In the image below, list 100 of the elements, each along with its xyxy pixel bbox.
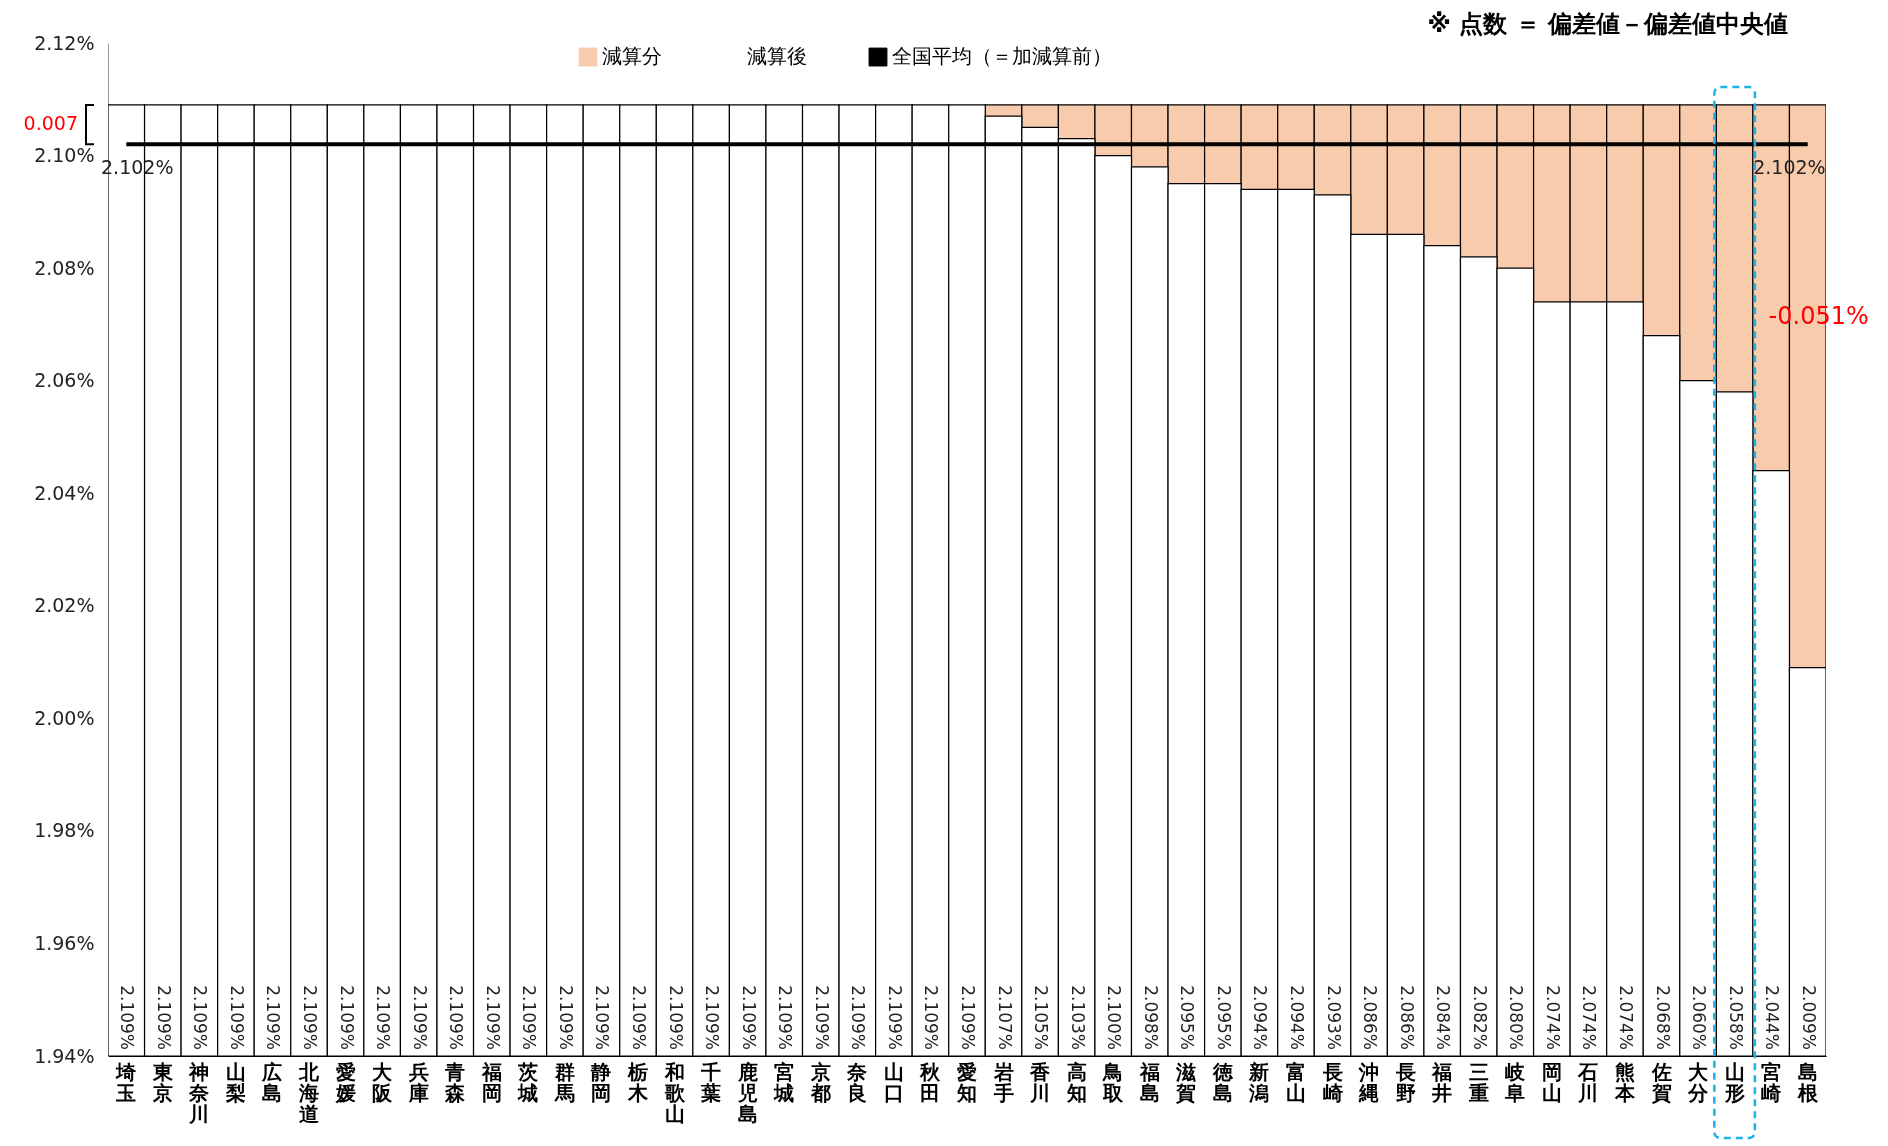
x-tick-label: 長崎 bbox=[1321, 1059, 1343, 1105]
data-label: 2.009% bbox=[1798, 985, 1819, 1050]
data-label: 2.109% bbox=[373, 985, 394, 1050]
y-tick-label: 2.00% bbox=[34, 706, 95, 729]
x-tick-label: 岡山 bbox=[1541, 1059, 1562, 1105]
x-tick-label: 神奈川 bbox=[188, 1059, 210, 1126]
x-tick-label: 岐阜 bbox=[1504, 1059, 1526, 1105]
data-label: 2.074% bbox=[1579, 985, 1600, 1050]
data-label: 2.094% bbox=[1286, 985, 1307, 1050]
data-label: 2.109% bbox=[226, 985, 247, 1050]
data-label: 2.109% bbox=[665, 985, 686, 1050]
x-tick-label: 和歌山 bbox=[663, 1059, 686, 1126]
data-label: 2.109% bbox=[629, 985, 650, 1050]
data-label: 2.086% bbox=[1396, 985, 1417, 1050]
x-tick-label: 奈良 bbox=[846, 1059, 868, 1105]
data-label: 2.109% bbox=[482, 985, 503, 1050]
data-label: 2.094% bbox=[1250, 985, 1271, 1050]
x-tick-label: 秋田 bbox=[919, 1059, 942, 1105]
y-tick-label: 2.10% bbox=[34, 144, 95, 167]
data-label: 2.109% bbox=[336, 985, 357, 1050]
x-tick-label: 愛知 bbox=[956, 1059, 977, 1105]
x-tick-label: 山口 bbox=[883, 1059, 904, 1105]
data-label: 2.109% bbox=[300, 985, 321, 1050]
x-tick-label: 茨城 bbox=[517, 1059, 539, 1105]
x-tick-label: 鹿児島 bbox=[736, 1059, 758, 1126]
x-tick-label: 新潟 bbox=[1248, 1059, 1270, 1105]
y-tick-label: 2.04% bbox=[34, 481, 95, 504]
x-tick-label: 富山 bbox=[1285, 1059, 1306, 1105]
x-tick-label: 島根 bbox=[1796, 1059, 1819, 1105]
data-label: 2.109% bbox=[921, 985, 942, 1050]
x-tick-label: 大分 bbox=[1687, 1059, 1710, 1105]
x-tick-label: 千葉 bbox=[700, 1059, 722, 1105]
x-tick-label: 北海道 bbox=[298, 1059, 321, 1126]
legend-label: 全国平均（＝加減算前） bbox=[892, 44, 1112, 69]
x-tick-label: 長野 bbox=[1394, 1059, 1416, 1105]
x-tick-label: 広島 bbox=[261, 1059, 283, 1105]
data-label: 2.068% bbox=[1652, 985, 1673, 1050]
x-tick-label: 鳥取 bbox=[1102, 1059, 1125, 1105]
x-tick-label: 福岡 bbox=[480, 1059, 502, 1105]
data-label: 2.105% bbox=[1031, 985, 1052, 1050]
y-tick-label: 1.96% bbox=[34, 931, 95, 954]
data-label: 2.109% bbox=[153, 985, 174, 1050]
y-tick-label: 2.02% bbox=[34, 594, 95, 617]
x-tick-label: 沖縄 bbox=[1358, 1059, 1380, 1105]
data-label: 2.109% bbox=[958, 985, 978, 1050]
data-label: 2.080% bbox=[1506, 985, 1527, 1050]
data-label: 2.058% bbox=[1725, 985, 1746, 1050]
x-tick-label: 大阪 bbox=[372, 1059, 394, 1105]
legend-label: 減算分 bbox=[602, 44, 662, 69]
x-tick-label: 埼玉 bbox=[115, 1059, 137, 1105]
x-tick-label: 三重 bbox=[1467, 1059, 1489, 1105]
data-label: 2.093% bbox=[1323, 985, 1344, 1050]
y-tick-label: 2.08% bbox=[34, 256, 95, 279]
data-label: 2.109% bbox=[702, 985, 723, 1050]
data-label: 2.109% bbox=[190, 985, 211, 1050]
data-label: 2.109% bbox=[811, 985, 832, 1050]
data-label: 2.109% bbox=[519, 985, 540, 1050]
data-label: 2.095% bbox=[1177, 985, 1198, 1050]
x-tick-label: 静岡 bbox=[590, 1059, 612, 1105]
x-tick-label: 青森 bbox=[444, 1059, 467, 1105]
data-label: 2.109% bbox=[117, 985, 138, 1050]
x-tick-label: 滋賀 bbox=[1175, 1059, 1197, 1105]
x-tick-label: 高知 bbox=[1065, 1059, 1087, 1105]
y-tick-label: 2.12% bbox=[34, 31, 95, 54]
x-tick-label: 宮崎 bbox=[1761, 1059, 1782, 1105]
x-tick-label: 徳島 bbox=[1211, 1059, 1234, 1105]
data-label: 2.109% bbox=[409, 985, 430, 1050]
x-tick-label: 京都 bbox=[809, 1059, 831, 1105]
data-label: 2.109% bbox=[884, 985, 905, 1050]
data-label: 2.109% bbox=[738, 985, 759, 1050]
chart-subtitle: ※ 点数 ＝ 偏差値－偏差値中央値 bbox=[1427, 9, 1788, 40]
y-tick-label: 1.98% bbox=[34, 819, 95, 842]
x-tick-label: 福井 bbox=[1431, 1059, 1453, 1105]
data-label: 2.082% bbox=[1469, 985, 1490, 1050]
data-label: 2.098% bbox=[1140, 985, 1161, 1050]
x-tick-label: 群馬 bbox=[553, 1059, 575, 1105]
y-tick-label: 1.94% bbox=[34, 1044, 95, 1067]
data-label: 2.044% bbox=[1762, 985, 1783, 1050]
data-label: 2.109% bbox=[263, 985, 284, 1050]
data-label: 2.095% bbox=[1213, 985, 1234, 1050]
x-tick-label: 山梨 bbox=[224, 1059, 246, 1105]
x-tick-label: 東京 bbox=[151, 1059, 173, 1105]
data-label: 2.086% bbox=[1360, 985, 1381, 1050]
data-label: 2.107% bbox=[994, 985, 1015, 1050]
x-tick-label: 香川 bbox=[1029, 1059, 1052, 1105]
series-label: 減算後 bbox=[747, 44, 807, 69]
x-tick-label: 岩手 bbox=[992, 1059, 1014, 1105]
x-tick-label: 熊本 bbox=[1613, 1059, 1636, 1105]
x-tick-label: 石川 bbox=[1577, 1059, 1599, 1105]
data-label: 2.109% bbox=[592, 985, 613, 1050]
x-tick-label: 山形 bbox=[1723, 1059, 1745, 1105]
data-label: 2.100% bbox=[1104, 985, 1125, 1050]
data-label: 2.060% bbox=[1689, 985, 1710, 1050]
data-label: 2.103% bbox=[1067, 985, 1088, 1050]
text: 0.007 bbox=[23, 112, 78, 135]
data-label: 2.084% bbox=[1433, 985, 1454, 1050]
y-tick-label: 2.06% bbox=[34, 369, 95, 392]
data-label: 2.074% bbox=[1542, 985, 1563, 1050]
data-label: 2.109% bbox=[848, 985, 869, 1050]
x-tick-label: 佐賀 bbox=[1650, 1059, 1672, 1105]
